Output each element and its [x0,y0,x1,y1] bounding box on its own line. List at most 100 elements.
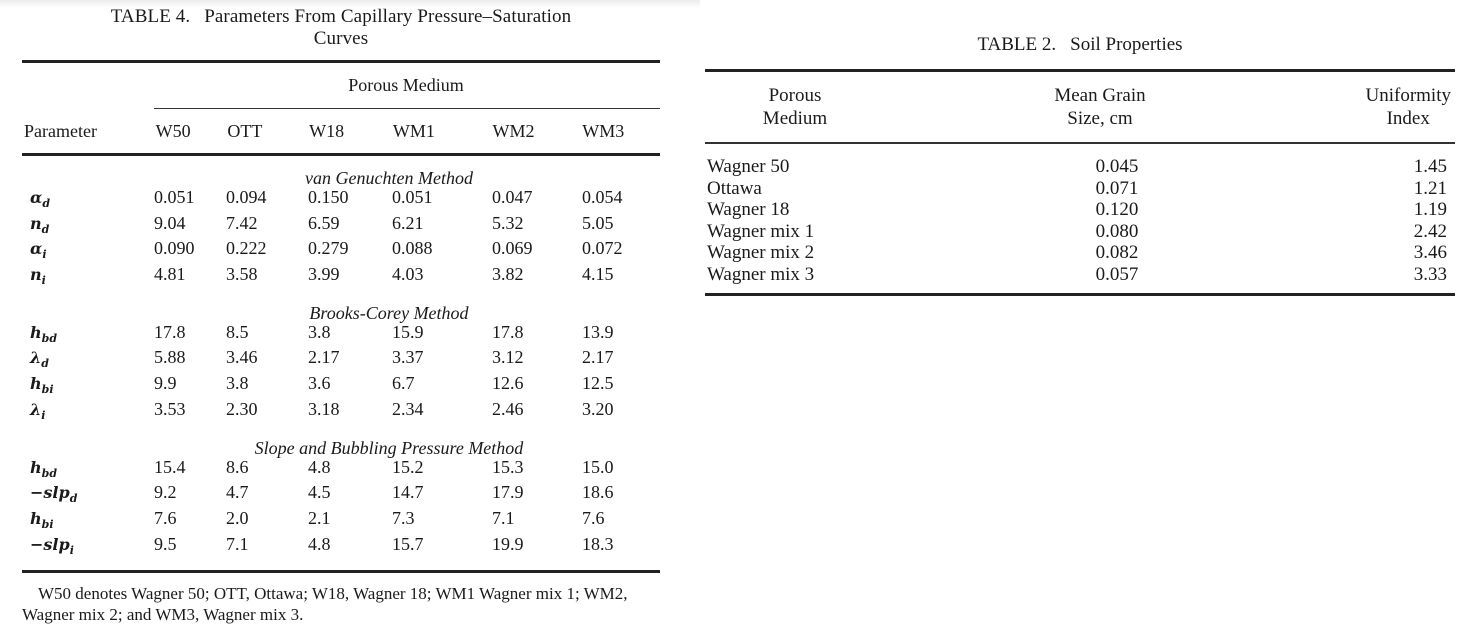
value-cell: 7.42 [226,212,258,233]
table-row: λd 5.88 3.46 2.17 3.37 3.12 2.17 [22,348,660,374]
value-cell: 3.58 [226,264,258,285]
value-cell: 0.047 [492,187,533,207]
value-cell: 0.090 [154,238,195,259]
value-cell: 2.30 [226,398,258,419]
symbol-base: n [30,213,42,233]
value-cell: 2.17 [308,347,340,368]
value-cell: 9.2 [154,482,177,503]
symbol-subscript: d [41,357,49,371]
value-cell: 8.5 [226,321,249,342]
value-cell: 7.3 [392,507,415,528]
symbol-base: λ [30,399,42,419]
symbol-subscript: i [42,248,47,262]
symbol-subscript: i [41,409,46,422]
table-4-title-line1: Parameters From Capillary Pressure–Satur… [204,6,572,27]
header-line: Uniformity [1365,85,1452,106]
bottom-rule [22,570,660,574]
value-cell: 6.59 [308,212,340,233]
section-title: Brooks-Corey Method [309,302,469,323]
table-2-caption: TABLE 2. Soil Properties [705,34,1455,56]
value-cell: 14.7 [392,482,424,503]
table-row: hbi 7.6 2.0 2.1 7.3 7.1 7.6 [22,507,660,535]
value-cell: 3.6 [308,373,331,394]
symbol-subscript: i [41,274,46,288]
symbol-base: λ [30,348,42,368]
symbol-base: α [30,239,43,259]
col-header-ott: OTT [227,120,263,141]
uniformity-cell: 2.42 [1413,220,1447,242]
value-cell: 18.6 [582,482,614,503]
header-rule [22,153,660,156]
col-header-parameter: Parameter [24,120,97,141]
parameter-symbol: −slpd [22,483,154,509]
value-cell: 15.2 [392,456,424,477]
table-row: ni 4.81 3.58 3.99 4.03 3.82 4.15 [22,264,660,291]
uniformity-cell: 3.33 [1413,263,1447,285]
uniformity-cell: 1.45 [1413,156,1447,177]
value-cell: 4.8 [308,533,331,554]
uniformity-cell: 1.21 [1413,177,1447,199]
parameter-symbol: hbi [22,509,154,535]
value-cell: 2.1 [308,507,331,528]
top-rule [705,69,1455,72]
col-header-w50: W50 [155,120,191,141]
value-cell: 4.03 [392,264,424,285]
grain-size-cell: 0.045 [1095,156,1139,177]
value-cell: 0.069 [492,238,533,259]
value-cell: 19.9 [492,533,524,554]
symbol-base: h [30,322,42,342]
header-rule [705,142,1455,144]
table-4-title-line2: Curves [313,28,369,49]
value-cell: 7.1 [492,507,515,528]
col-header-wm2: WM2 [492,120,535,141]
medium-cell: Wagner mix 3 [707,263,815,285]
value-cell: 2.34 [392,398,424,419]
value-cell: 0.072 [582,238,623,259]
value-cell: 15.4 [154,456,186,477]
value-cell: 15.3 [492,456,524,477]
value-cell: 2.0 [226,507,249,528]
col-header-wm3: WM3 [582,120,625,141]
value-cell: 0.094 [226,187,267,207]
symbol-subscript: d [69,492,78,506]
value-cell: 3.99 [308,264,340,285]
parameter-symbol: λd [22,348,154,374]
value-cell: 4.15 [582,264,614,285]
medium-cell: Ottawa [707,177,762,199]
uniformity-cell: 1.19 [1413,199,1447,220]
parameter-symbol: λi [22,400,154,426]
header-line: Porous [768,85,822,106]
value-cell: 5.88 [154,347,186,368]
table-4: TABLE 4. Parameters From Capillary Pressu… [22,6,660,625]
value-cell: 17.9 [492,482,524,503]
value-cell: 4.8 [308,456,331,477]
table-2-title: Soil Properties [1070,34,1183,55]
header-line: Size, cm [1067,108,1133,129]
parameter-symbol: αi [22,239,154,265]
medium-cell: Wagner mix 1 [707,220,815,242]
symbol-subscript: bi [41,383,54,397]
table-row: αi 0.090 0.222 0.279 0.088 0.069 0.072 [22,239,660,265]
table-row: hbi 9.9 3.8 3.6 6.7 12.6 12.5 [22,373,660,400]
table-2-label: TABLE 2. [977,34,1057,55]
table-row: Wagner mix 3 0.057 3.33 [705,264,1455,286]
page-top-edge [0,0,700,8]
value-cell: 13.9 [582,321,614,342]
table-2-body: Wagner 50 0.045 1.45 Ottawa 0.071 1.21 Wagne… [705,156,1455,285]
value-cell: 8.6 [226,456,249,477]
value-cell: 12.5 [582,373,614,394]
grain-size-cell: 0.057 [1095,263,1139,285]
table-row: αd 0.051 0.094 0.150 0.051 0.047 0.054 [22,187,660,214]
value-cell: 17.8 [492,321,524,342]
value-cell: 15.0 [582,456,614,477]
table-row: λi 3.53 2.30 3.18 2.34 2.46 3.20 [22,398,660,426]
header-line: Index [1386,108,1430,129]
uniformity-cell: 3.46 [1413,242,1447,263]
porous-medium-header: Porous Medium [348,75,464,95]
value-cell: 9.5 [154,533,177,554]
value-cell: 4.7 [226,482,249,503]
parameter-symbol: hbd [22,458,154,484]
group-rule [154,108,660,109]
symbol-base: h [30,457,42,477]
column-header-row: Porous Medium Mean Grain Size, cm Unifor… [705,72,1455,142]
